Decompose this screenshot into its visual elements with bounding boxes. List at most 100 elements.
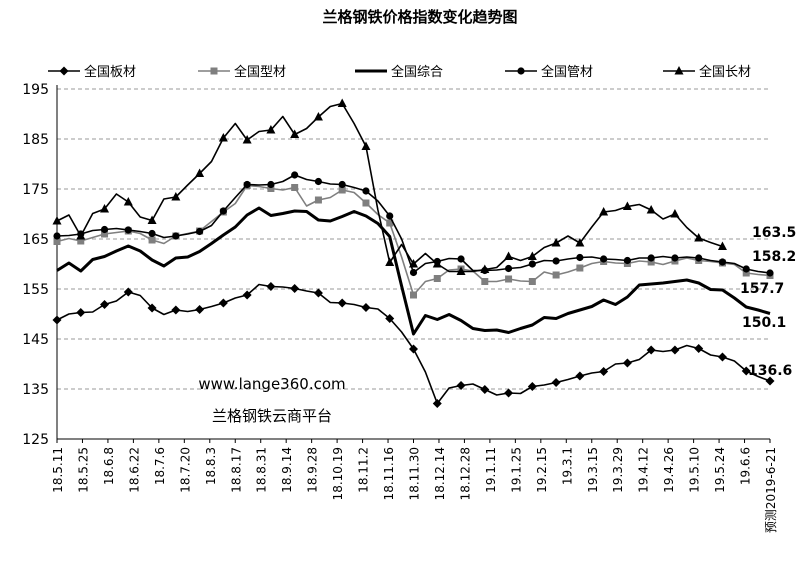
data-point — [313, 288, 323, 298]
data-point — [742, 265, 750, 273]
data-point — [409, 259, 418, 268]
series-group — [52, 98, 775, 408]
x-tick-label: 18.9.28 — [306, 447, 320, 493]
x-tick-label: 19.4.12 — [637, 447, 651, 493]
data-point — [266, 282, 276, 291]
x-tick-label: 18.7.20 — [178, 447, 192, 493]
watermark-url: www.lange360.com — [198, 375, 345, 393]
data-point — [647, 254, 655, 262]
data-point — [76, 231, 86, 240]
data-point — [481, 278, 489, 285]
data-point — [290, 129, 300, 138]
legend-item: 全国长材 — [663, 64, 751, 80]
data-point — [219, 207, 227, 215]
data-point — [385, 257, 395, 266]
y-tick-label: 135 — [22, 382, 49, 398]
data-point — [337, 298, 347, 308]
legend-label: 全国综合 — [391, 64, 443, 80]
data-point — [52, 315, 62, 325]
data-point — [386, 212, 394, 220]
y-tick-label: 125 — [22, 432, 49, 448]
x-axis-ticks: 18.5.11 18.5.25 18.6.8 18.6.22 18.7.6 18.7.20… — [51, 439, 778, 533]
legend-label: 全国型材 — [234, 64, 286, 80]
x-tick-label: 19.3.1 — [560, 447, 574, 485]
grid — [57, 88, 770, 390]
series-line — [56, 206, 771, 336]
data-point — [76, 308, 86, 317]
x-tick-label: 19.3.15 — [586, 447, 600, 493]
y-tick-label: 155 — [22, 282, 49, 298]
x-tick-label: 18.8.3 — [204, 447, 218, 485]
series-0 — [52, 282, 775, 408]
data-point — [552, 257, 560, 265]
series-1 — [53, 182, 774, 299]
legend-label: 全国长材 — [699, 64, 751, 80]
data-point — [670, 209, 680, 218]
data-point — [432, 399, 442, 408]
data-point — [385, 314, 395, 323]
data-point — [457, 255, 465, 263]
data-point — [290, 284, 300, 293]
x-tick-label: 19.3.29 — [611, 447, 625, 493]
data-point — [361, 303, 371, 312]
legend-marker — [674, 66, 684, 75]
series-line — [56, 102, 723, 273]
legend-item: 全国型材 — [198, 64, 286, 80]
data-point — [599, 367, 609, 376]
end-label: 157.7 — [740, 281, 784, 297]
data-point — [575, 371, 585, 381]
data-point — [551, 378, 561, 387]
end-labels: 136.6 157.7 150.1 158.2 163.5 — [740, 225, 796, 379]
legend-marker — [517, 67, 525, 75]
data-point — [646, 205, 656, 214]
data-point — [505, 275, 513, 283]
y-tick-label: 185 — [22, 132, 49, 148]
data-point — [432, 259, 442, 268]
series-line — [56, 283, 771, 405]
data-point — [410, 291, 417, 299]
data-point — [314, 196, 322, 204]
data-point — [527, 251, 537, 260]
end-label: 158.2 — [752, 249, 796, 265]
data-point — [53, 238, 61, 245]
data-point — [409, 344, 418, 354]
data-point — [409, 268, 418, 277]
data-point — [551, 238, 561, 247]
legend-label: 全国板材 — [84, 64, 136, 80]
data-point — [765, 376, 775, 386]
x-tick-label: 18.8.17 — [229, 447, 243, 493]
data-point — [670, 345, 680, 355]
x-tick-label: 18.12.28 — [458, 447, 472, 500]
series-line — [56, 184, 771, 296]
legend-label: 全国管材 — [541, 64, 593, 80]
x-tick-label: 18.7.6 — [153, 447, 167, 485]
x-tick-label: 18.5.25 — [76, 447, 90, 493]
data-point — [717, 352, 727, 362]
data-point — [766, 269, 774, 277]
data-point — [361, 141, 371, 150]
x-tick-label: 预测2019-6-21 — [764, 447, 778, 533]
data-point — [694, 344, 704, 353]
data-point — [718, 258, 727, 266]
data-point — [647, 258, 655, 266]
data-point — [218, 133, 228, 142]
data-point — [646, 345, 656, 355]
data-point — [171, 192, 181, 201]
x-tick-label: 18.11.2 — [357, 447, 371, 493]
data-point — [576, 253, 584, 262]
data-point — [314, 177, 323, 186]
series-4 — [52, 98, 727, 275]
x-tick-label: 19.4.26 — [662, 447, 676, 493]
data-point — [504, 264, 513, 273]
data-point — [242, 135, 252, 144]
data-point — [528, 260, 536, 268]
data-point — [147, 215, 157, 224]
x-tick-label: 19.6.6 — [739, 447, 753, 485]
data-point — [195, 168, 205, 177]
x-tick-label: 18.12.14 — [433, 447, 447, 500]
y-tick-label: 145 — [22, 332, 49, 348]
data-point — [386, 219, 394, 227]
data-point — [123, 197, 133, 206]
legend-marker — [59, 66, 69, 76]
